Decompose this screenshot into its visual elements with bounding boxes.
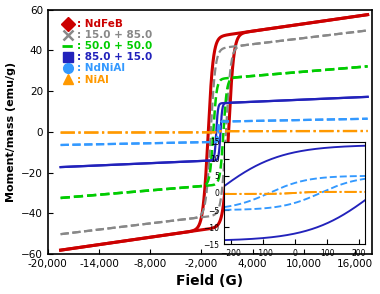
- X-axis label: Field (G): Field (G): [176, 274, 244, 288]
- Legend: : NdFeB, : 15.0 + 85.0, : 50.0 + 50.0, : 85.0 + 15.0, : NdNiAl, : NiAl: : NdFeB, : 15.0 + 85.0, : 50.0 + 50.0, :…: [60, 17, 155, 87]
- Y-axis label: Moment/mass (emu/g): Moment/mass (emu/g): [6, 62, 16, 202]
